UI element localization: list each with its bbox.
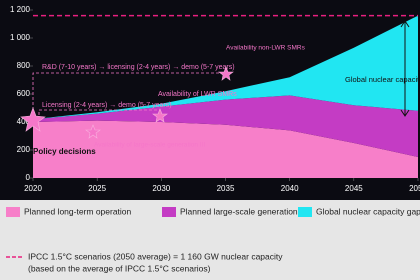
milestone-star [152, 108, 168, 123]
annotation: Availability non-LWR SMRs [226, 45, 306, 52]
x-tick-label: 2035 [217, 184, 235, 193]
milestone-star [85, 124, 101, 139]
y-tick-label: 1 200 [10, 5, 31, 14]
gap-arrow [400, 20, 410, 117]
legend-swatch [6, 207, 20, 217]
areas: 0 200 400 600 800 1 000 1 200 2020 2025 2030 2035 2… [10, 5, 420, 193]
milestone-stars [20, 66, 234, 139]
legend-note: (based on the average of IPCC 1.5°C scen… [28, 263, 211, 273]
x-tick-label: 2025 [88, 184, 106, 193]
x-tick-label: 2020 [24, 184, 42, 193]
x-tick-label: 2040 [281, 184, 299, 193]
y-tick-label: 1 000 [10, 33, 31, 42]
legend-swatch [298, 207, 312, 217]
legend-swatch [162, 207, 176, 217]
area [33, 95, 418, 157]
annotation: Availability of large-scale generation I… [94, 142, 205, 149]
x-tick-label: 2030 [152, 184, 170, 193]
y-tick-label: 600 [17, 89, 31, 98]
legend-label: Planned large-scale generation III [180, 206, 307, 216]
x-tick-label: 2050 [409, 184, 420, 193]
annotation: R&D (7-10 years) → licensing (2-4 years)… [42, 64, 235, 71]
annotation: Licensing (2-4 years) → demo (5-7 years) [42, 102, 172, 109]
annotation: Policy decisions [33, 147, 96, 156]
y-tick-label: 800 [17, 61, 31, 70]
area [33, 15, 418, 120]
legend-label: Planned long-term operation [24, 206, 132, 216]
y-tick-label: 200 [17, 145, 31, 154]
timeline-connector [32, 72, 226, 120]
y-tick-label: 0 [26, 173, 31, 182]
y-tick-label: 400 [17, 117, 31, 126]
legend-background [0, 200, 420, 280]
area [33, 120, 418, 178]
legend: Planned long-term operation Planned large… [6, 206, 420, 273]
annotation: Global nuclear capacity gap [345, 75, 420, 84]
milestone-star [218, 66, 234, 81]
timeline-connector [38, 109, 160, 120]
milestone-star [20, 107, 46, 132]
annotations: R&D (7-10 years) → licensing (2-4 years)… [20, 20, 420, 156]
x-tick-label: 2045 [345, 184, 363, 193]
annotation: Availability of LWR SMRs [158, 91, 237, 98]
legend-label: Global nuclear capacity gap [316, 206, 420, 216]
legend-label: IPCC 1.5°C scenarios (2050 average) = 1 … [28, 251, 283, 261]
